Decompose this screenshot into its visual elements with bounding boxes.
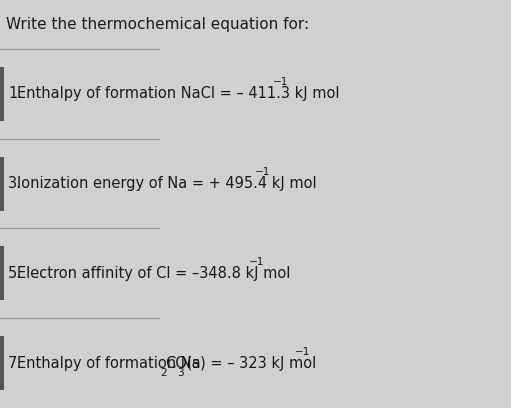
- Text: −1: −1: [255, 167, 270, 177]
- Text: −1: −1: [249, 257, 264, 267]
- Bar: [0, 246, 4, 300]
- Bar: [0, 157, 4, 211]
- Text: Enthalpy of formation Na: Enthalpy of formation Na: [17, 356, 201, 370]
- Bar: [0, 336, 4, 390]
- Text: 7.: 7.: [8, 356, 22, 370]
- Text: Ionization energy of Na = + 495.4 kJ mol: Ionization energy of Na = + 495.4 kJ mol: [17, 176, 317, 191]
- Text: CO: CO: [165, 356, 187, 370]
- Text: (s) = – 323 kJ mol: (s) = – 323 kJ mol: [182, 356, 316, 370]
- Text: Electron affinity of Cl = –348.8 kJ mol: Electron affinity of Cl = –348.8 kJ mol: [17, 266, 291, 281]
- Text: 3.: 3.: [8, 176, 22, 191]
- Text: −1: −1: [272, 78, 288, 87]
- Text: 1.: 1.: [8, 86, 22, 101]
- Text: Write the thermochemical equation for:: Write the thermochemical equation for:: [6, 17, 310, 32]
- Text: −1: −1: [295, 347, 310, 357]
- Text: 3: 3: [177, 368, 183, 378]
- Bar: [0, 67, 4, 121]
- Text: Enthalpy of formation NaCl = – 411.3 kJ mol: Enthalpy of formation NaCl = – 411.3 kJ …: [17, 86, 340, 101]
- Text: 5.: 5.: [8, 266, 22, 281]
- Text: 2: 2: [160, 368, 167, 378]
